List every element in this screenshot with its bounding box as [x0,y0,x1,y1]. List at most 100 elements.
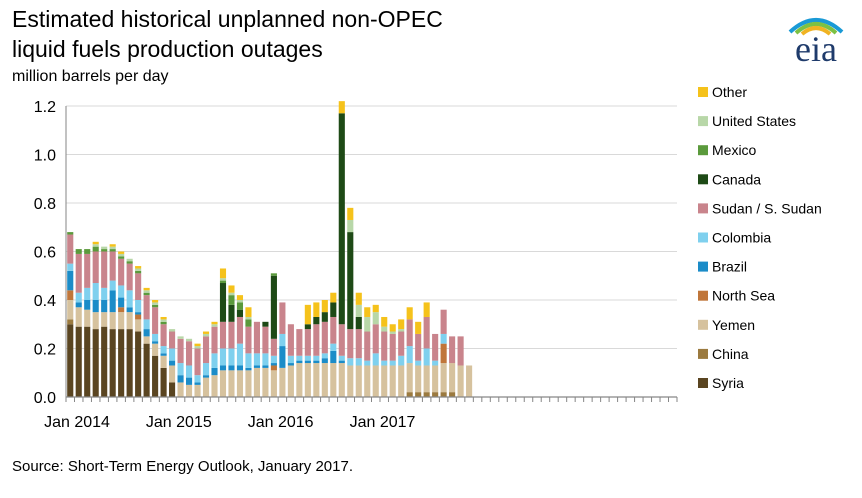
bar-segment-sudan-s-sudan [287,324,294,356]
x-tick-label: Jan 2017 [350,414,416,431]
bar-segment-yemen [228,370,235,397]
bar-segment-yemen [364,365,371,397]
bar-segment-mexico [160,321,167,325]
legend-swatch [698,174,708,185]
x-tick-label: Jan 2016 [248,414,314,431]
bar-segment-brazil [236,365,244,371]
bar-segment-other [211,321,218,325]
bar-segment-yemen [185,384,193,398]
legend-swatch [698,116,708,127]
bar-segment-colombia [84,287,91,301]
legend-swatch [698,232,708,243]
bar-segment-syria [75,326,82,397]
bar-segment-sudan-s-sudan [415,333,422,361]
bar-segment-sudan-s-sudan [185,341,193,366]
y-axis: 0.0 0.2 0.4 0.6 0.8 1.0 1.2 [34,99,67,407]
bar-segment-yemen [296,363,303,397]
legend-swatch [698,319,708,330]
bar-segment-colombia [398,355,405,366]
bar-segment-yemen [338,363,345,397]
bar-segment-colombia [262,353,269,366]
bar-segment-syria [169,382,176,397]
bar-segment-yemen [143,336,150,344]
bar-segment-yemen [67,300,74,320]
bar-segment-colombia [67,263,74,271]
bar-segment-sudan-s-sudan [67,234,74,264]
bar-segment-canada [228,304,235,322]
bar-segment-united-states [160,319,167,322]
bar-segment-colombia [245,353,252,368]
bar-segment-yemen [304,363,311,397]
bar-segment-other [152,300,159,303]
bar-segment-other [372,304,379,313]
bar-segment-canada [338,113,345,325]
bar-segment-canada [330,302,337,317]
bar-segment-colombia [364,360,371,366]
bar-segment-yemen [109,312,116,330]
bar-segment-colombia [347,358,354,366]
bar-segment-sudan-s-sudan [457,336,464,366]
y-tick-label: 1.0 [34,148,56,165]
bar-segment-syria [118,329,125,397]
bar-segment-united-states [169,329,176,332]
bar-segment-colombia [177,363,184,376]
bar-segment-colombia [330,343,337,351]
bar-stacks [67,101,473,398]
bar-segment-yemen [355,365,362,397]
bar-segment-syria [92,329,99,397]
legend-label: China [712,346,749,362]
bar-segment-brazil [304,360,311,364]
bar-segment-yemen [177,382,184,397]
eia-logo-arcs-icon [788,18,844,36]
bar-segment-other [228,285,235,293]
bar-segment-yemen [347,365,354,397]
bar-segment-other [194,343,201,347]
bar-segment-brazil [169,360,176,366]
bar-segment-sudan-s-sudan [449,336,456,364]
bar-segment-china [406,392,413,397]
bar-segment-sudan-s-sudan [135,273,142,300]
bar-segment-brazil [185,377,193,385]
bar-segment-united-states [372,312,379,325]
bar-segment-other [135,266,142,269]
bar-segment-colombia [135,300,142,313]
y-tick-label: 0.0 [34,390,56,407]
bar-segment-united-states [381,326,388,332]
bar-segment-colombia [313,355,320,361]
bar-segment-brazil [135,312,142,315]
bar-segment-united-states [364,316,371,332]
bar-segment-united-states [194,346,201,349]
bar-segment-canada [321,312,328,322]
bar-segment-canada [355,316,362,330]
bar-segment-sudan-s-sudan [262,326,269,354]
bar-segment-sudan-s-sudan [330,316,337,344]
bar-segment-other [321,300,328,313]
bar-segment-brazil [194,382,201,385]
bar-segment-mexico [219,280,227,284]
bar-segment-sudan-s-sudan [160,324,167,347]
bar-segment-colombia [389,360,396,366]
bar-segment-united-states [219,278,227,281]
bar-segment-other [304,304,311,325]
bar-segment-canada [313,316,320,325]
bar-segment-sudan-s-sudan [228,321,235,349]
bar-segment-other [398,319,405,330]
x-tick-label: Jan 2015 [146,414,212,431]
bar-segment-colombia [109,280,116,291]
bar-segment-sudan-s-sudan [219,321,227,349]
bar-segment-sudan-s-sudan [126,263,133,291]
bar-segment-other [313,302,320,317]
bar-segment-yemen [313,363,320,397]
legend-label: Sudan / S. Sudan [712,200,822,216]
y-tick-label: 0.4 [34,293,56,310]
bar-segment-brazil [75,302,82,308]
bar-segment-sudan-s-sudan [118,258,125,286]
bar-segment-colombia [185,365,193,378]
bar-segment-sudan-s-sudan [279,302,286,334]
bar-segment-united-states [211,324,218,327]
x-tick-label: Jan 2014 [44,414,110,431]
bar-segment-sudan-s-sudan [313,324,320,356]
legend-swatch [698,378,708,388]
bar-segment-north-sea [135,314,142,320]
bar-segment-mexico [126,261,133,264]
